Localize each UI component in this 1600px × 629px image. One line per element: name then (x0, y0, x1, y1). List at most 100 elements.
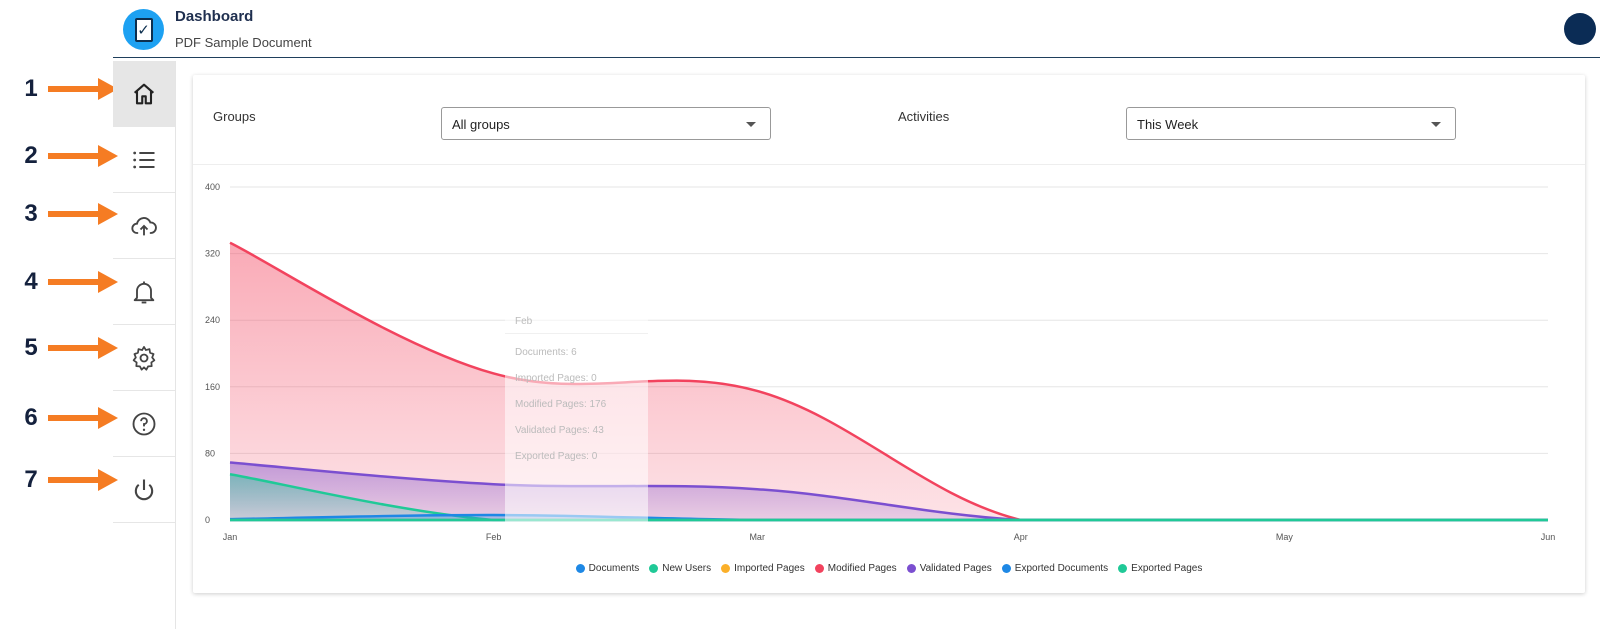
legend-item[interactable]: Documents (575, 563, 640, 574)
sidebar-item-upload[interactable] (113, 193, 175, 259)
x-tick-label: Jan (223, 532, 238, 542)
chart-areas (229, 241, 1548, 522)
list-icon (133, 151, 155, 168)
callout-number: 1 (24, 75, 38, 102)
legend-item[interactable]: Modified Pages (814, 563, 897, 574)
sidebar-item-notifications[interactable] (113, 259, 175, 325)
tooltip-row: Validated Pages: 43 (515, 425, 604, 436)
callout-number: 3 (24, 200, 38, 227)
sidebar-item-list[interactable] (113, 127, 175, 193)
groups-select[interactable]: All groups (441, 107, 771, 140)
x-tick-label: Mar (749, 532, 765, 542)
sidebar-item-home[interactable] (113, 61, 175, 127)
callout-5: 5 (20, 333, 120, 363)
legend-item[interactable]: Exported Pages (1118, 563, 1202, 574)
tooltip-row-value: 176 (589, 399, 607, 410)
legend-label: Exported Pages (1131, 563, 1203, 574)
sidebar-item-help[interactable] (113, 391, 175, 457)
arrow-icon (48, 337, 118, 359)
legend-label: Validated Pages (919, 563, 992, 574)
arrow-icon (48, 271, 118, 293)
callout-number: 6 (24, 404, 38, 431)
sidebar-item-logout[interactable] (113, 457, 175, 523)
activities-select-value: This Week (1137, 117, 1199, 132)
groups-label: Groups (213, 109, 256, 124)
callout-7: 7 (20, 465, 120, 495)
app-header: ✓ Dashboard PDF Sample Document (113, 0, 1600, 58)
tooltip-row-value: 43 (592, 425, 604, 436)
callout-3: 3 (20, 199, 120, 229)
legend-dot-icon (814, 564, 824, 573)
y-tick-label: 160 (205, 382, 220, 392)
tooltip-row: Exported Pages: 0 (515, 451, 598, 462)
bell-icon (133, 281, 155, 303)
legend-dot-icon (906, 564, 916, 573)
callout-number: 7 (24, 466, 38, 493)
tooltip-row-label: Modified Pages (515, 399, 584, 410)
tooltip-row-label: Documents (515, 347, 566, 358)
arrow-icon (48, 145, 118, 167)
legend-item[interactable]: New Users (649, 563, 711, 574)
tooltip-row-value: 0 (591, 451, 598, 462)
tooltip-row: Modified Pages: 176 (515, 399, 607, 410)
app-logo[interactable]: ✓ (123, 9, 164, 50)
activity-area-chart: Jan Feb Mar Apr May Jun 0 80 160 240 320 400 (205, 182, 1556, 542)
filter-bar: Groups All groups Activities This Week (193, 75, 1585, 165)
tooltip-row-value: 6 (571, 347, 577, 358)
user-avatar[interactable] (1564, 13, 1596, 45)
tooltip-row-label: Validated Pages (515, 425, 588, 436)
x-tick-label: May (1276, 532, 1294, 542)
tooltip-title: Feb (505, 310, 648, 334)
legend-dot-icon (1001, 564, 1011, 573)
legend-item[interactable]: Validated Pages (906, 563, 992, 574)
x-axis-labels: Jan Feb Mar Apr May Jun (223, 532, 1556, 542)
chart-legend: Documents New Users Imported Pages Modified… (193, 563, 1585, 574)
activities-select[interactable]: This Week (1126, 107, 1456, 140)
help-icon (132, 412, 156, 435)
series-area (230, 242, 1548, 520)
arrow-icon (48, 78, 118, 100)
y-tick-label: 0 (205, 515, 210, 525)
callout-4: 4 (20, 267, 120, 297)
callout-number: 4 (24, 268, 38, 295)
tooltip-row: Documents: 6 (515, 347, 577, 358)
x-tick-label: Feb (486, 532, 502, 542)
sidebar-item-settings[interactable] (113, 325, 175, 391)
chart-tooltip: Feb Documents: 6 Imported Pages: 0 Modif… (505, 310, 648, 525)
activities-label: Activities (898, 109, 950, 124)
callout-number: 5 (24, 334, 38, 361)
x-tick-label: Apr (1014, 532, 1028, 542)
y-axis-labels: 0 80 160 240 320 400 (205, 182, 220, 525)
legend-item[interactable]: Exported Documents (1001, 563, 1109, 574)
cloud-upload-icon (131, 216, 157, 235)
legend-dot-icon (575, 564, 585, 573)
arrow-icon (48, 203, 118, 225)
callout-1: 1 (20, 74, 120, 104)
callout-6: 6 (20, 403, 120, 433)
legend-dot-icon (649, 564, 659, 573)
dashboard-panel: Groups All groups Activities This Week J… (193, 75, 1585, 593)
legend-label: Imported Pages (734, 563, 805, 574)
chevron-down-icon (1431, 122, 1441, 127)
tooltip-rows: Documents: 6 Imported Pages: 0 Modified … (505, 334, 648, 476)
callout-2: 2 (20, 141, 120, 171)
legend-label: Exported Documents (1014, 563, 1109, 574)
legend-dot-icon (721, 564, 731, 573)
arrow-icon (48, 407, 118, 429)
callout-number: 2 (24, 142, 38, 169)
tooltip-row-label: Exported Pages (515, 451, 587, 462)
legend-dot-icon (1118, 564, 1128, 573)
legend-label: New Users (662, 563, 712, 574)
groups-select-value: All groups (452, 117, 510, 132)
tooltip-row-label: Imported Pages (515, 373, 586, 384)
legend-item[interactable]: Imported Pages (721, 563, 805, 574)
tooltip-row-value: 0 (591, 373, 597, 384)
power-icon (134, 479, 154, 500)
chevron-down-icon (746, 122, 756, 127)
callout-annotations: 1 2 3 4 5 6 7 (0, 0, 118, 629)
legend-label: Documents (588, 563, 640, 574)
legend-label: Modified Pages (827, 563, 897, 574)
y-tick-label: 320 (205, 249, 220, 259)
arrow-icon (48, 469, 118, 491)
x-tick-label: Jun (1541, 532, 1556, 542)
